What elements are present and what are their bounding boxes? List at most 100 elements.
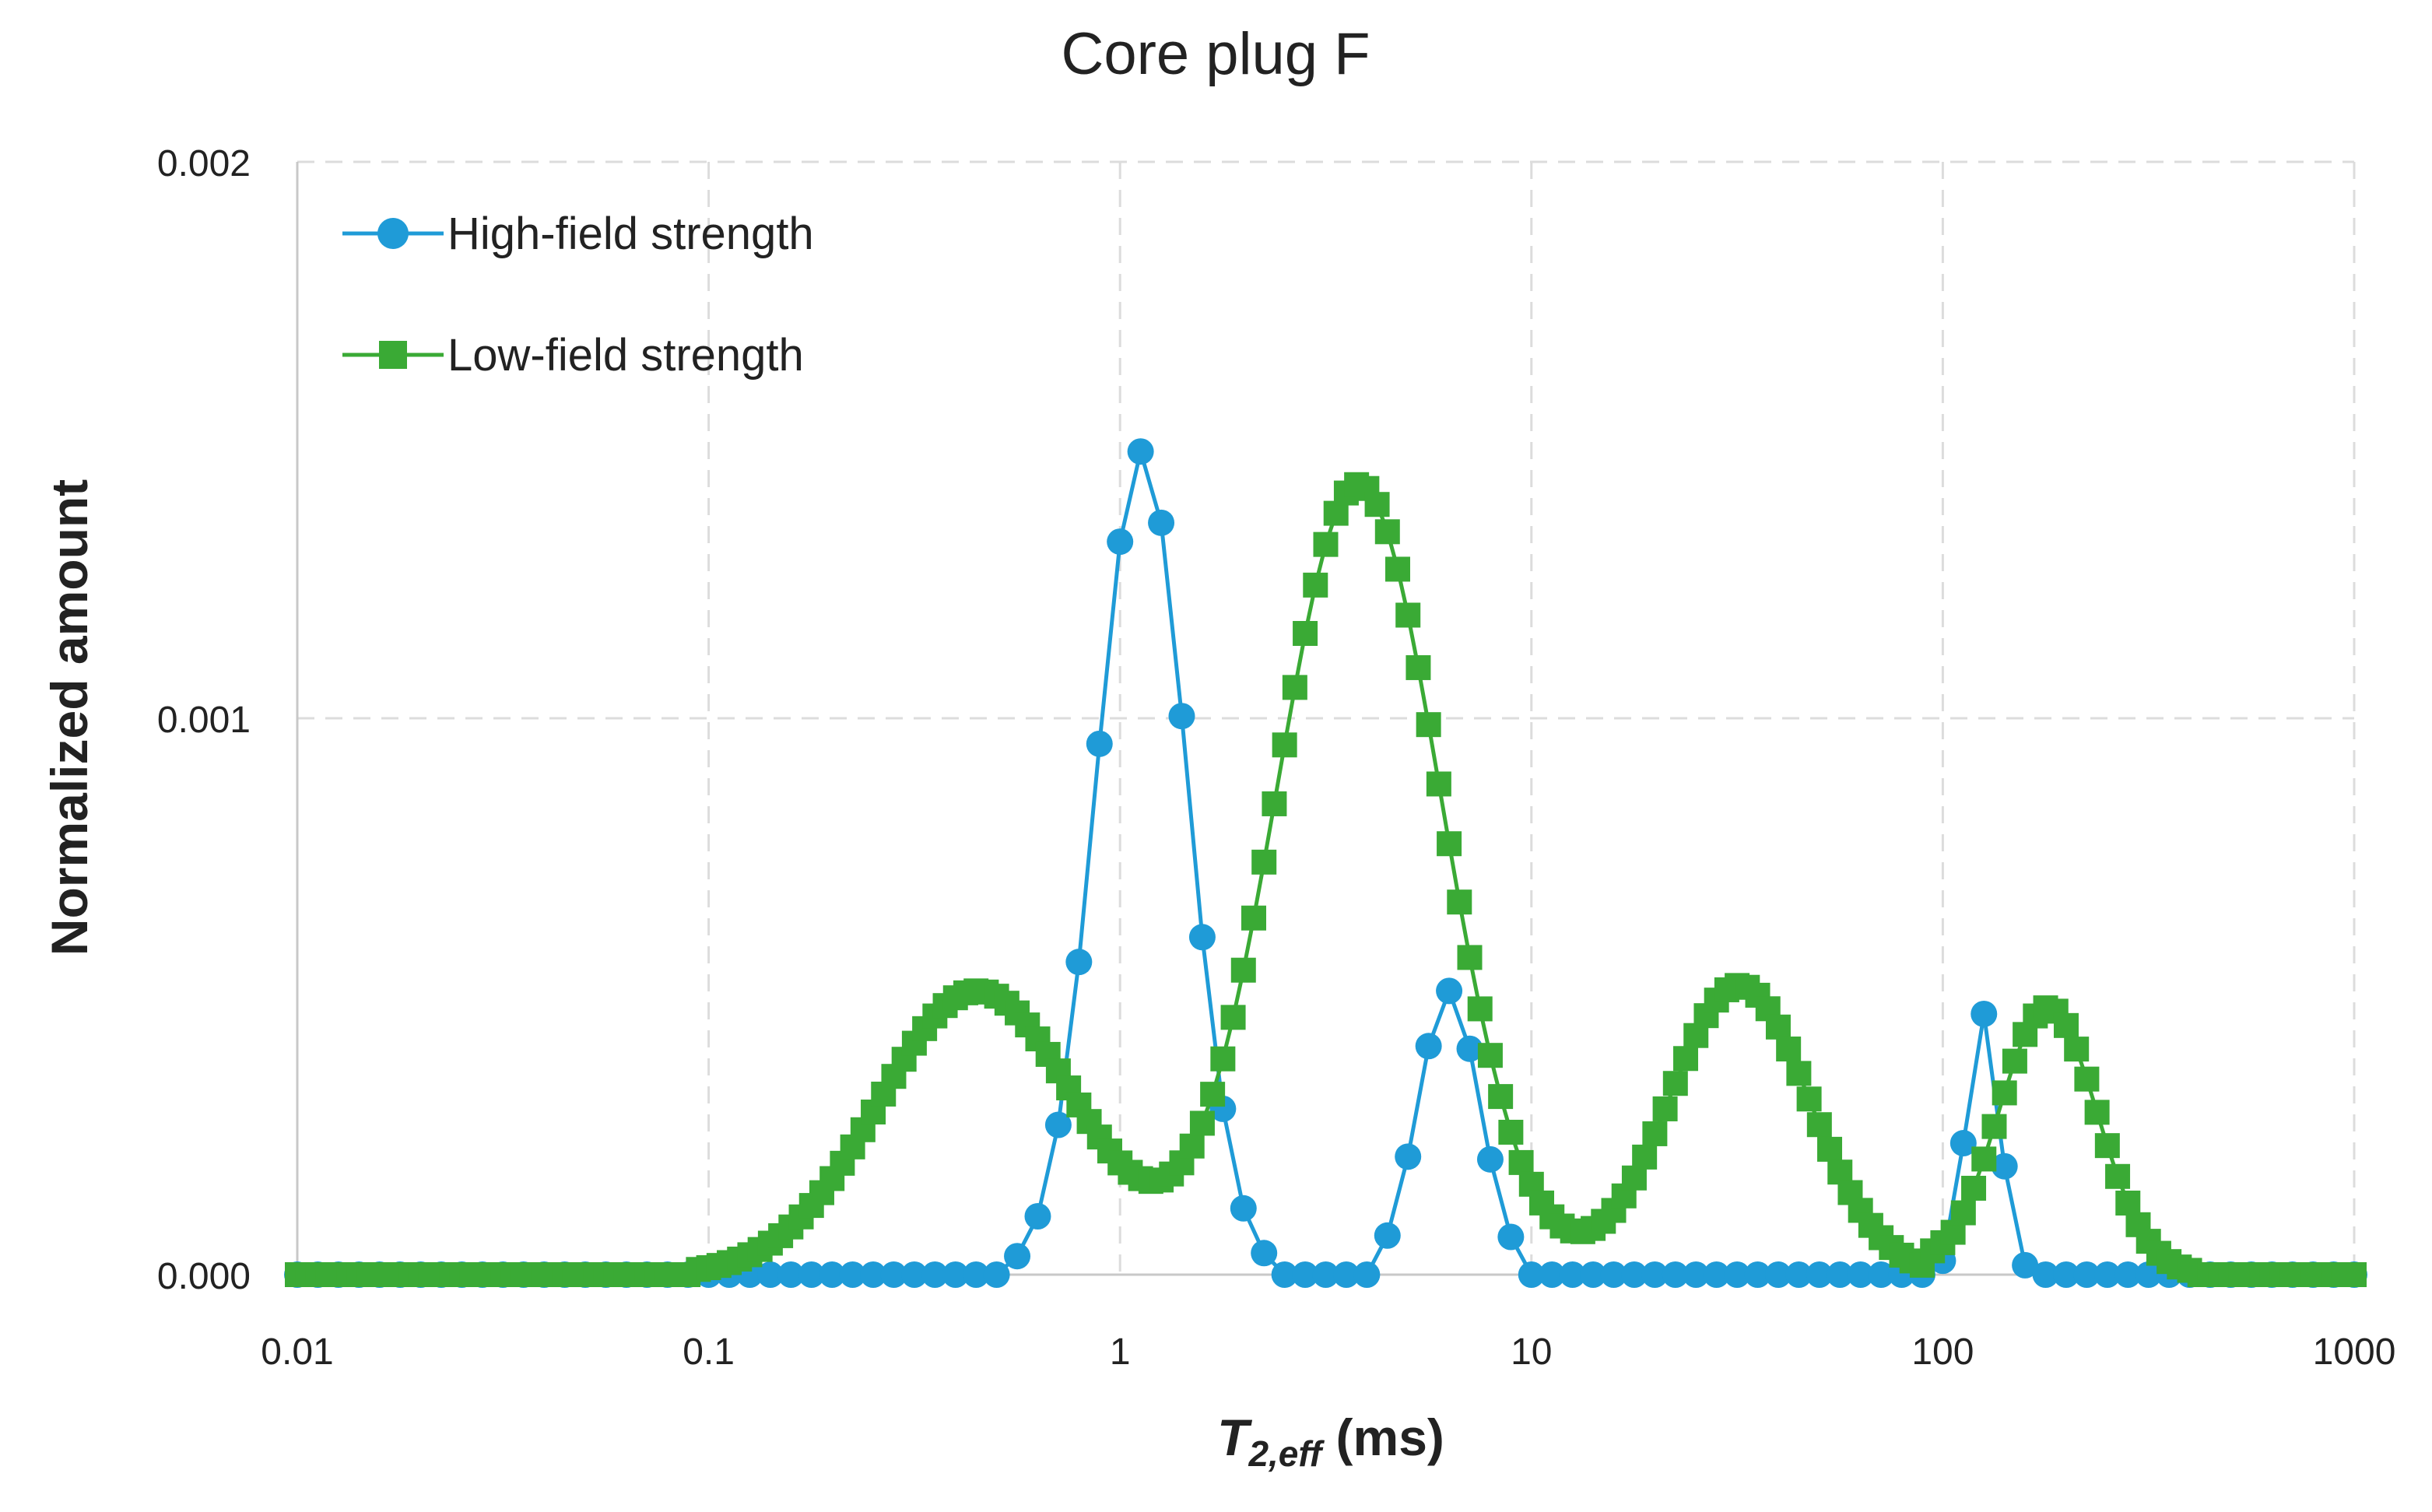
data-point-low-field [1477, 1043, 1503, 1068]
axis-layer: 0.01 0.1 1 10 100 1000 0.000 0.001 0.002 [157, 143, 2396, 1373]
data-point-low-field [1632, 1144, 1658, 1170]
x-axis-title-unit: (ms) [1321, 1409, 1444, 1466]
data-point-low-field [1426, 771, 1451, 797]
data-point-high-field [1518, 1261, 1545, 1288]
data-point-high-field [1497, 1223, 1525, 1251]
data-point-high-field [2073, 1261, 2100, 1288]
data-point-high-field [1188, 924, 1216, 951]
data-point-high-field [1044, 1111, 1072, 1138]
data-point-high-field [839, 1261, 866, 1288]
data-point-low-field [2002, 1048, 2027, 1074]
data-point-low-field [1374, 519, 1400, 545]
data-point-low-field [1262, 791, 1287, 816]
data-point-high-field [1271, 1261, 1298, 1288]
data-point-high-field [756, 1261, 784, 1288]
grid-layer [297, 160, 2356, 1275]
data-point-low-field [1498, 1119, 1524, 1145]
data-point-low-field [1179, 1133, 1205, 1159]
data-point-high-field [1415, 1033, 1442, 1060]
data-point-high-field [1949, 1130, 1977, 1157]
data-point-high-field [1539, 1261, 1566, 1288]
data-point-high-field [1662, 1261, 1689, 1288]
data-point-low-field [1210, 1046, 1236, 1072]
data-point-high-field [1127, 438, 1154, 465]
data-point-low-field [2105, 1163, 2131, 1189]
data-point-low-field [2115, 1191, 2141, 1216]
data-point-high-field [1724, 1261, 1751, 1288]
data-point-high-field [1827, 1261, 1854, 1288]
x-axis-title-subscript: 2,eff [1248, 1433, 1325, 1474]
data-point-low-field [2094, 1133, 2120, 1159]
data-point-high-field [1374, 1222, 1401, 1249]
data-point-low-field [1220, 1005, 1246, 1030]
data-point-high-field [1641, 1261, 1669, 1288]
legend: High-field strength Low-field strength [342, 209, 814, 381]
data-point-high-field [1476, 1145, 1504, 1173]
data-point-high-field [1292, 1261, 1319, 1288]
data-point-low-field [1364, 492, 1390, 517]
data-point-high-field [2052, 1261, 2079, 1288]
data-point-low-field [1642, 1121, 1668, 1146]
data-point-low-field [1313, 531, 1339, 557]
x-tick-label: 0.01 [261, 1331, 333, 1373]
data-point-high-field [900, 1261, 928, 1288]
data-point-high-field [1600, 1261, 1627, 1288]
data-point-low-field [1673, 1046, 1699, 1072]
data-point-high-field [1230, 1195, 1257, 1222]
data-point-low-field [1971, 1146, 1997, 1172]
data-point-high-field [1991, 1152, 2018, 1180]
data-point-low-field [1303, 572, 1328, 598]
data-point-low-field [1621, 1165, 1647, 1191]
data-point-low-field [1447, 889, 1472, 915]
data-point-high-field [1332, 1261, 1360, 1288]
data-point-high-field [1456, 1035, 1483, 1062]
data-point-low-field [1385, 556, 1411, 582]
data-point-low-field [1467, 996, 1493, 1022]
y-tick-label: 0.000 [157, 1256, 251, 1297]
data-point-high-field [1148, 509, 1175, 536]
legend-marker-high-field [377, 218, 409, 249]
data-point-high-field [1785, 1261, 1813, 1288]
x-tick-label: 0.1 [683, 1331, 735, 1373]
series-low-field [285, 472, 2367, 1287]
data-point-high-field [2114, 1261, 2142, 1288]
legend-label-low-field: Low-field strength [447, 330, 804, 381]
x-axis-title-symbol: T [1217, 1409, 1252, 1466]
data-point-high-field [798, 1261, 825, 1288]
data-point-low-field [1981, 1114, 2007, 1139]
data-point-low-field [1189, 1110, 1215, 1136]
data-point-high-field [1436, 977, 1463, 1005]
data-point-low-field [1416, 712, 1441, 738]
x-tick-label: 10 [1511, 1331, 1552, 1373]
data-point-high-field [1086, 730, 1113, 757]
data-point-low-field [1488, 1084, 1514, 1110]
data-point-low-field [2064, 1037, 2090, 1062]
data-point-low-field [1776, 1037, 1802, 1062]
data-point-high-field [983, 1261, 1010, 1288]
y-axis-title: Normalized amount [40, 479, 98, 956]
data-point-low-field [1508, 1149, 1534, 1175]
data-point-high-field [1395, 1143, 1422, 1170]
data-point-low-field [1437, 831, 1462, 857]
data-point-high-field [860, 1261, 887, 1288]
data-point-high-field [1806, 1261, 1833, 1288]
data-point-high-field [819, 1261, 846, 1288]
data-point-high-field [921, 1261, 949, 1288]
data-point-high-field [1868, 1261, 1895, 1288]
data-point-low-field [1251, 849, 1277, 875]
data-point-high-field [2012, 1251, 2039, 1279]
series-layer [284, 438, 2367, 1288]
data-point-low-field [1406, 654, 1431, 680]
data-point-high-field [1065, 949, 1093, 976]
data-point-high-field [2093, 1261, 2121, 1288]
data-point-low-field [1241, 905, 1266, 931]
legend-marker-low-field [379, 341, 407, 369]
data-point-high-field [2135, 1261, 2162, 1288]
data-point-low-field [1765, 1014, 1791, 1040]
data-point-low-field [1992, 1080, 2017, 1106]
data-point-low-field [2074, 1066, 2100, 1092]
data-point-high-field [1764, 1261, 1792, 1288]
data-point-low-field [2084, 1100, 2110, 1125]
x-axis-title: T2,eff (ms) [1217, 1409, 1444, 1474]
